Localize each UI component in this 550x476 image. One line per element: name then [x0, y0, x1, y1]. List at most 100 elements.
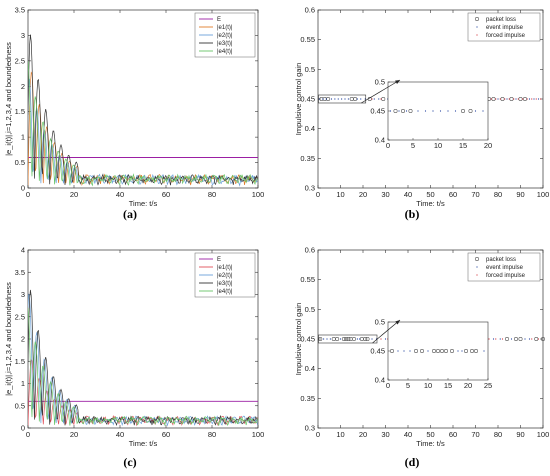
- legend-entry: |e1(t)|: [217, 265, 233, 271]
- x-tick-label: 30: [381, 190, 389, 199]
- point-event-impulse: [359, 338, 361, 340]
- legend-entry: |e2(t)|: [217, 33, 233, 39]
- x-axis-label: Time: t/s: [416, 199, 445, 208]
- chart-panel-c: 0 20 40 60 80 100 0 0.5 1 1.5 2 2.5 3 3.5 4 Time: t/s |e…: [4, 246, 264, 470]
- y-axis-label: |e_i(t)|,i=1,2,3,4 and boundedness: [4, 42, 13, 156]
- point-forced-impulse: [540, 98, 542, 100]
- x-tick-label: 20: [359, 430, 367, 439]
- point-packet-loss: [513, 336, 518, 341]
- point-event-impulse: [533, 98, 535, 100]
- point-packet-loss: [389, 348, 394, 353]
- point-packet-loss: [381, 97, 386, 102]
- y-tick-label: 3: [21, 31, 25, 40]
- point-event-impulse: [417, 110, 419, 112]
- point-event-impulse: [499, 338, 501, 340]
- inset-y-tick-label: 0.45: [370, 107, 385, 116]
- x-tick-label: 100: [537, 430, 550, 439]
- legend-entry: forced impulse: [486, 273, 526, 279]
- point-forced-impulse: [504, 98, 506, 100]
- point-packet-loss: [518, 97, 523, 102]
- legend-entry: E: [217, 257, 221, 263]
- point-packet-loss: [431, 348, 436, 353]
- inset-x-tick-label: 0: [386, 381, 390, 390]
- legend-entry: event impulse: [486, 265, 524, 271]
- point-event-impulse: [439, 110, 442, 112]
- point-event-impulse: [515, 98, 517, 100]
- point-forced-impulse: [499, 98, 501, 100]
- zoom-arrow-head: [395, 320, 400, 325]
- inset-x-tick-label: 10: [424, 381, 432, 390]
- point-event-impulse: [528, 98, 531, 100]
- y-tick-label: 0.5: [305, 305, 315, 314]
- y-tick-label: 0.4: [305, 364, 315, 373]
- x-tick-label: 100: [252, 430, 265, 439]
- y-tick-label: 0.5: [15, 158, 25, 167]
- x-tick-label: 90: [516, 190, 524, 199]
- x-tick-label: 80: [208, 430, 216, 439]
- point-forced-impulse: [380, 98, 382, 100]
- point-event-impulse: [528, 338, 531, 340]
- legend-entry: |e4(t)|: [217, 49, 233, 55]
- point-forced-impulse: [490, 98, 492, 100]
- point-event-impulse: [409, 350, 411, 352]
- zoom-arrow: [361, 79, 401, 104]
- point-packet-loss: [443, 348, 448, 353]
- x-tick-label: 0: [316, 190, 320, 199]
- point-packet-loss: [435, 348, 440, 353]
- point-packet-loss: [491, 97, 496, 102]
- point-forced-impulse: [476, 274, 478, 276]
- point-forced-impulse: [517, 98, 519, 100]
- point-packet-loss: [365, 336, 370, 341]
- y-tick-label: 0.45: [300, 335, 315, 344]
- panel-label: (d): [405, 455, 420, 469]
- series-line-4: [28, 60, 258, 187]
- point-event-impulse: [454, 110, 457, 112]
- point-forced-impulse: [508, 98, 510, 100]
- y-tick-label: 3.5: [15, 6, 25, 15]
- point-packet-loss: [473, 348, 478, 353]
- legend-entry: |e1(t)|: [217, 25, 233, 31]
- zoom-arrow-head: [395, 80, 400, 85]
- point-packet-loss: [474, 16, 479, 21]
- point-event-impulse: [427, 350, 429, 352]
- point-packet-loss: [349, 97, 354, 102]
- series-line-1: [28, 71, 258, 187]
- point-packet-loss: [449, 348, 454, 353]
- inset-x-tick-label: 15: [459, 141, 467, 150]
- point-packet-loss: [331, 336, 336, 341]
- inset-y-tick-label: 0.4: [375, 136, 385, 145]
- x-tick-label: 0: [26, 430, 30, 439]
- y-tick-label: 2.5: [15, 56, 25, 65]
- legend-entry: E: [217, 17, 221, 23]
- y-tick-label: 0.4: [305, 124, 315, 133]
- inset-x-tick-label: 15: [444, 381, 452, 390]
- point-event-impulse: [384, 338, 387, 340]
- point-event-impulse: [344, 98, 346, 100]
- y-tick-label: 0.5: [15, 401, 25, 410]
- y-tick-label: 1: [21, 379, 25, 388]
- x-tick-label: 10: [336, 190, 344, 199]
- point-packet-loss: [348, 336, 353, 341]
- point-forced-impulse: [522, 98, 524, 100]
- point-event-impulse: [403, 350, 405, 352]
- point-event-impulse: [524, 338, 526, 340]
- point-event-impulse: [356, 98, 358, 100]
- point-packet-loss: [522, 97, 527, 102]
- point-event-impulse: [457, 350, 459, 352]
- chart-panel-a: 0 20 40 60 80 100 0 0.5 1 1.5 2 2.5 3 3.5 Time: t/s |e_…: [4, 6, 264, 222]
- x-tick-label: 20: [70, 190, 78, 199]
- x-tick-label: 10: [336, 430, 344, 439]
- x-tick-label: 70: [471, 190, 479, 199]
- point-event-impulse: [476, 266, 478, 268]
- y-tick-label: 0.5: [305, 65, 315, 74]
- y-tick-label: 2: [21, 335, 25, 344]
- point-packet-loss: [400, 109, 405, 114]
- inset-x-tick-label: 20: [464, 381, 472, 390]
- x-tick-label: 60: [449, 430, 457, 439]
- inset-x-tick-label: 0: [386, 141, 390, 150]
- x-tick-label: 40: [404, 430, 412, 439]
- point-event-impulse: [510, 338, 513, 340]
- point-packet-loss: [460, 109, 465, 114]
- inset-x-tick-label: 25: [484, 381, 492, 390]
